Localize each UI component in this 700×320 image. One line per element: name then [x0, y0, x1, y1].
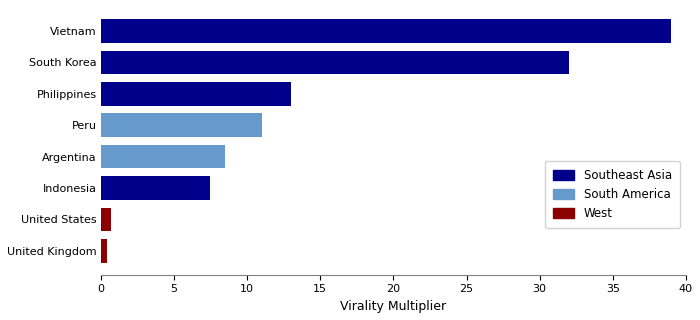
X-axis label: Virality Multiplier: Virality Multiplier — [340, 300, 447, 313]
Bar — [101, 176, 211, 200]
Bar — [101, 239, 106, 263]
Bar — [101, 51, 569, 74]
Bar — [101, 19, 671, 43]
Bar — [101, 145, 225, 168]
Bar — [101, 113, 262, 137]
Bar — [101, 208, 111, 231]
Legend: Southeast Asia, South America, West: Southeast Asia, South America, West — [545, 161, 680, 228]
Bar — [101, 82, 291, 106]
